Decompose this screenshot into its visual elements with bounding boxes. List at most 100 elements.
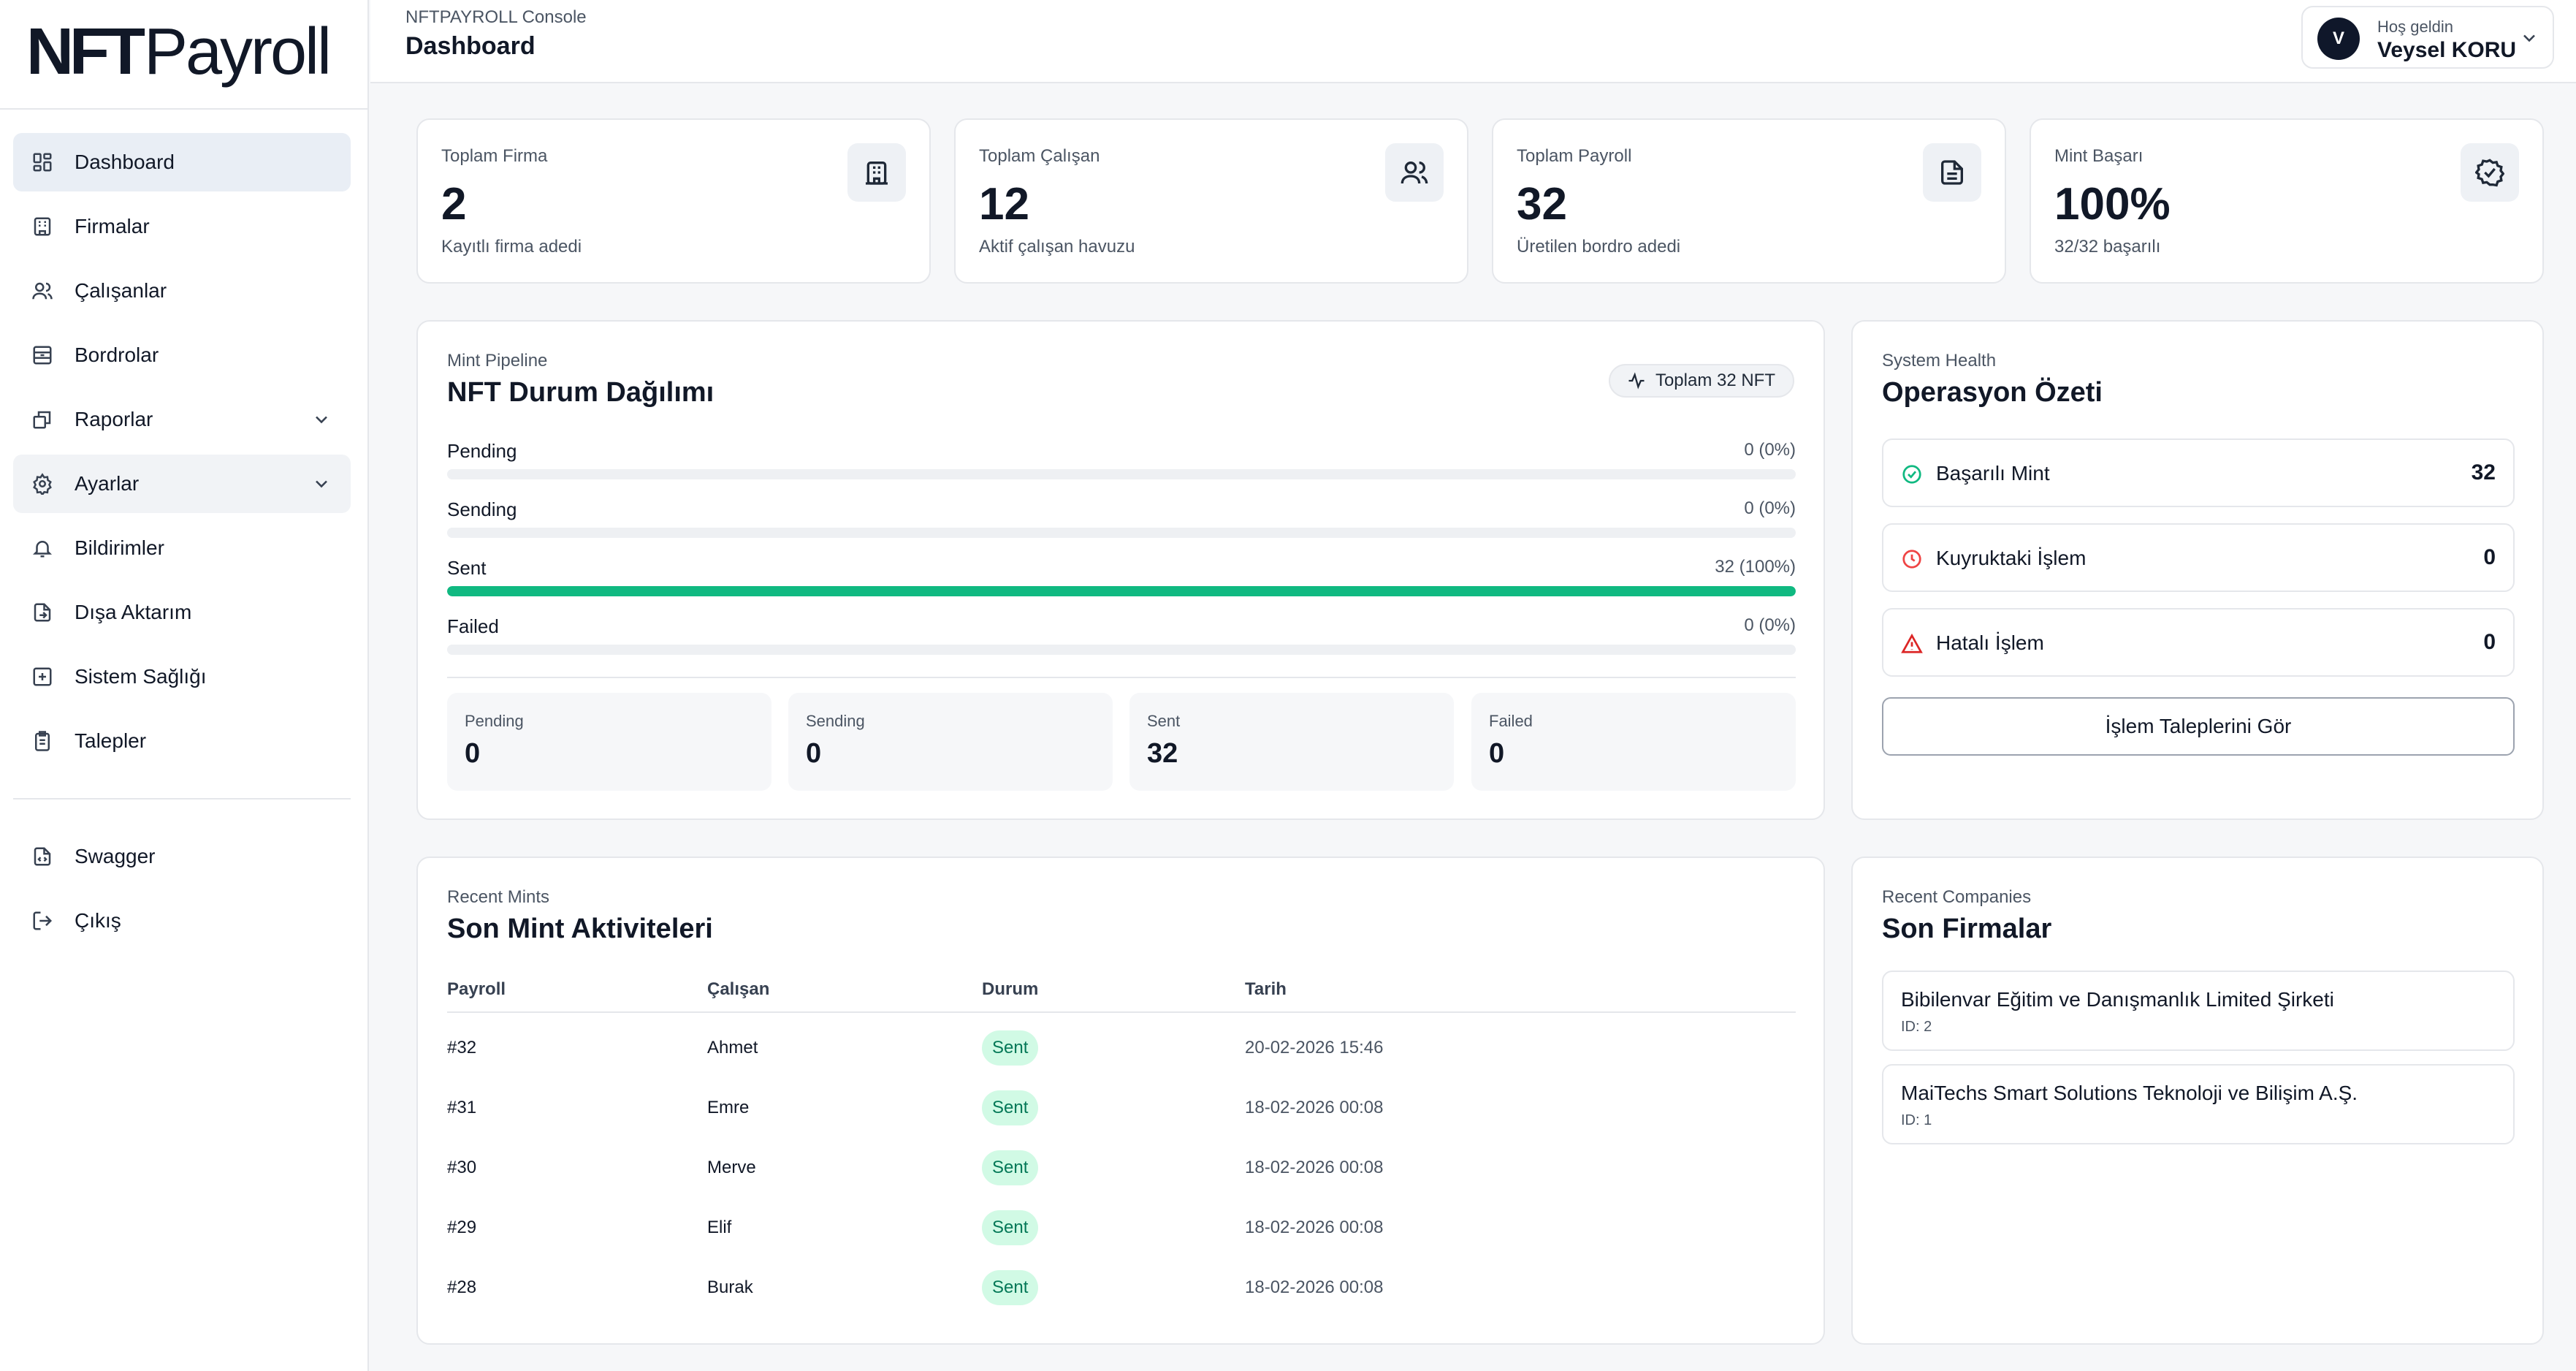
sidebar-item-firmalar[interactable]: Firmalar [13, 197, 351, 256]
sidebar-nav: Dashboard Firmalar Çalışanlar Bordrolar … [13, 133, 351, 956]
bar-label: Failed [447, 615, 499, 637]
cell-payroll: #29 [447, 1218, 477, 1237]
ops-label: Hatalı İşlem [1936, 631, 2044, 654]
logout-icon [31, 909, 54, 933]
gear-icon [31, 472, 54, 495]
section-title: NFT Durum Dağılımı [447, 377, 715, 408]
sidebar-item-ayarlar[interactable]: Ayarlar [13, 455, 351, 513]
sidebar-item-label: Firmalar [75, 215, 150, 238]
section-title: Operasyon Özeti [1882, 377, 2103, 408]
bar-track [447, 586, 1796, 596]
cell-date: 18-02-2026 00:08 [1245, 1277, 1384, 1297]
section-title: Son Firmalar [1882, 914, 2052, 944]
sidebar-item-label: Çıkış [75, 909, 121, 932]
summary-label: Pending [465, 712, 524, 730]
table-row[interactable]: #29 Elif Sent 18-02-2026 00:08 [447, 1199, 1796, 1258]
cell-payroll: #31 [447, 1098, 477, 1117]
stat-label: Toplam Çalışan [979, 146, 1100, 166]
user-name: Veysel KORU [2377, 38, 2517, 62]
view-requests-button[interactable]: İşlem Taleplerini Gör [1882, 697, 2515, 756]
sidebar-item-label: Talepler [75, 729, 147, 752]
stat-subtext: Aktif çalışan havuzu [979, 237, 1135, 257]
health-icon [31, 665, 54, 688]
summary-tile-sending: Sending 0 [788, 693, 1113, 791]
company-name: Bibilenvar Eğitim ve Danışmanlık Limited… [1901, 988, 2334, 1011]
sidebar-item-bordrolar[interactable]: Bordrolar [13, 326, 351, 384]
table-row[interactable]: #30 Merve Sent 18-02-2026 00:08 [447, 1139, 1796, 1199]
cell-payroll: #30 [447, 1158, 477, 1177]
brand-logo[interactable]: NFT Payroll [26, 15, 332, 88]
bar-label: Sent [447, 557, 487, 579]
sidebar-item-cikis[interactable]: Çıkış [13, 892, 351, 950]
summary-value: 0 [465, 738, 481, 769]
summary-tile-pending: Pending 0 [447, 693, 771, 791]
summary-tile-failed: Failed 0 [1471, 693, 1796, 791]
company-id: ID: 1 [1901, 1112, 1932, 1128]
stat-card-firma: Toplam Firma 2 Kayıtlı firma adedi [416, 118, 931, 284]
bar-value: 0 (0%) [1744, 615, 1796, 635]
clipboard-icon [31, 729, 54, 753]
building-icon [31, 215, 54, 238]
pipeline-divider [447, 677, 1796, 678]
column-header-tarih[interactable]: Tarih [1245, 979, 1287, 999]
sidebar-item-bildirimler[interactable]: Bildirimler [13, 519, 351, 577]
ops-value: 0 [2483, 545, 2496, 569]
dashboard-icon [31, 151, 54, 174]
status-badge: Sent [982, 1150, 1039, 1185]
file-code-icon [31, 845, 54, 868]
column-header-payroll[interactable]: Payroll [447, 979, 506, 999]
table-row[interactable]: #28 Burak Sent 18-02-2026 00:08 [447, 1258, 1796, 1318]
section-title: Son Mint Aktiviteleri [447, 914, 713, 944]
sidebar-item-disa-aktarim[interactable]: Dışa Aktarım [13, 583, 351, 642]
sidebar-item-dashboard[interactable]: Dashboard [13, 133, 351, 191]
chevron-down-icon[interactable] [311, 474, 332, 494]
column-header-durum[interactable]: Durum [982, 979, 1039, 999]
pipeline-card: Mint Pipeline NFT Durum Dağılımı Toplam … [416, 320, 1825, 820]
sidebar-item-label: Dashboard [75, 151, 175, 173]
bar-fill [447, 586, 1796, 596]
stat-subtext: Üretilen bordro adedi [1517, 237, 1681, 257]
bar-label: Pending [447, 440, 517, 462]
sidebar-item-raporlar[interactable]: Raporlar [13, 390, 351, 449]
total-nft-pill: Toplam 32 NFT [1608, 364, 1794, 398]
summary-value: 0 [806, 738, 822, 769]
logo-bold-text: NFT [26, 15, 145, 88]
column-header-calisan[interactable]: Çalışan [707, 979, 770, 999]
stat-card-calisan: Toplam Çalışan 12 Aktif çalışan havuzu [954, 118, 1468, 284]
recent-mints-card: Recent Mints Son Mint Aktiviteleri Payro… [416, 857, 1825, 1345]
table-row[interactable]: #31 Emre Sent 18-02-2026 00:08 [447, 1079, 1796, 1139]
cell-date: 18-02-2026 00:08 [1245, 1098, 1384, 1117]
ops-row-kuyruktaki-islem: Kuyruktaki İşlem 0 [1882, 523, 2515, 592]
sidebar-item-label: Dışa Aktarım [75, 601, 192, 623]
check-circle-icon [1901, 463, 1923, 485]
sidebar-item-swagger[interactable]: Swagger [13, 827, 351, 886]
bar-value: 0 (0%) [1744, 498, 1796, 518]
avatar: V [2317, 18, 2360, 60]
stat-subtext: Kayıtlı firma adedi [441, 237, 582, 257]
activity-icon [1628, 372, 1645, 390]
status-bar-sent: Sent 32 (100%) [447, 557, 1796, 601]
sidebar-item-label: Swagger [75, 845, 156, 867]
breadcrumb: NFTPAYROLL Console [405, 7, 587, 27]
sidebar-item-sistem-sagligi[interactable]: Sistem Sağlığı [13, 647, 351, 706]
sidebar-item-talepler[interactable]: Talepler [13, 712, 351, 770]
stat-value: 32 [1517, 179, 1567, 229]
chevron-down-icon[interactable] [311, 409, 332, 430]
company-item[interactable]: Bibilenvar Eğitim ve Danışmanlık Limited… [1882, 971, 2515, 1051]
page-title: Dashboard [405, 32, 536, 60]
cell-payroll: #32 [447, 1038, 477, 1057]
company-item[interactable]: MaiTechs Smart Solutions Teknoloji ve Bi… [1882, 1064, 2515, 1144]
status-bar-pending: Pending 0 (0%) [447, 440, 1796, 484]
summary-value: 0 [1489, 738, 1505, 769]
stat-card-mint-basari: Mint Başarı 100% 32/32 başarılı [2030, 118, 2544, 284]
sidebar-item-calisanlar[interactable]: Çalışanlar [13, 262, 351, 320]
user-menu[interactable]: V Hoş geldin Veysel KORU [2301, 6, 2554, 69]
stat-value: 2 [441, 179, 467, 229]
status-bar-sending: Sending 0 (0%) [447, 498, 1796, 542]
company-name: MaiTechs Smart Solutions Teknoloji ve Bi… [1901, 1082, 2358, 1104]
stat-label: Toplam Payroll [1517, 146, 1632, 166]
export-icon [31, 601, 54, 624]
status-badge: Sent [982, 1090, 1039, 1125]
table-row[interactable]: #32 Ahmet Sent 20-02-2026 15:46 [447, 1019, 1796, 1079]
section-kicker: System Health [1882, 351, 1997, 371]
